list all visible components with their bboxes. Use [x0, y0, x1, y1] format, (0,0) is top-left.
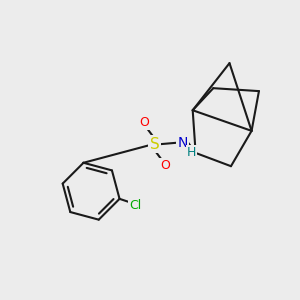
Text: S: S [149, 136, 159, 152]
Text: N: N [177, 136, 188, 150]
Text: Cl: Cl [129, 199, 141, 212]
Text: O: O [160, 159, 170, 172]
Text: H: H [187, 146, 196, 159]
Text: O: O [139, 116, 149, 129]
